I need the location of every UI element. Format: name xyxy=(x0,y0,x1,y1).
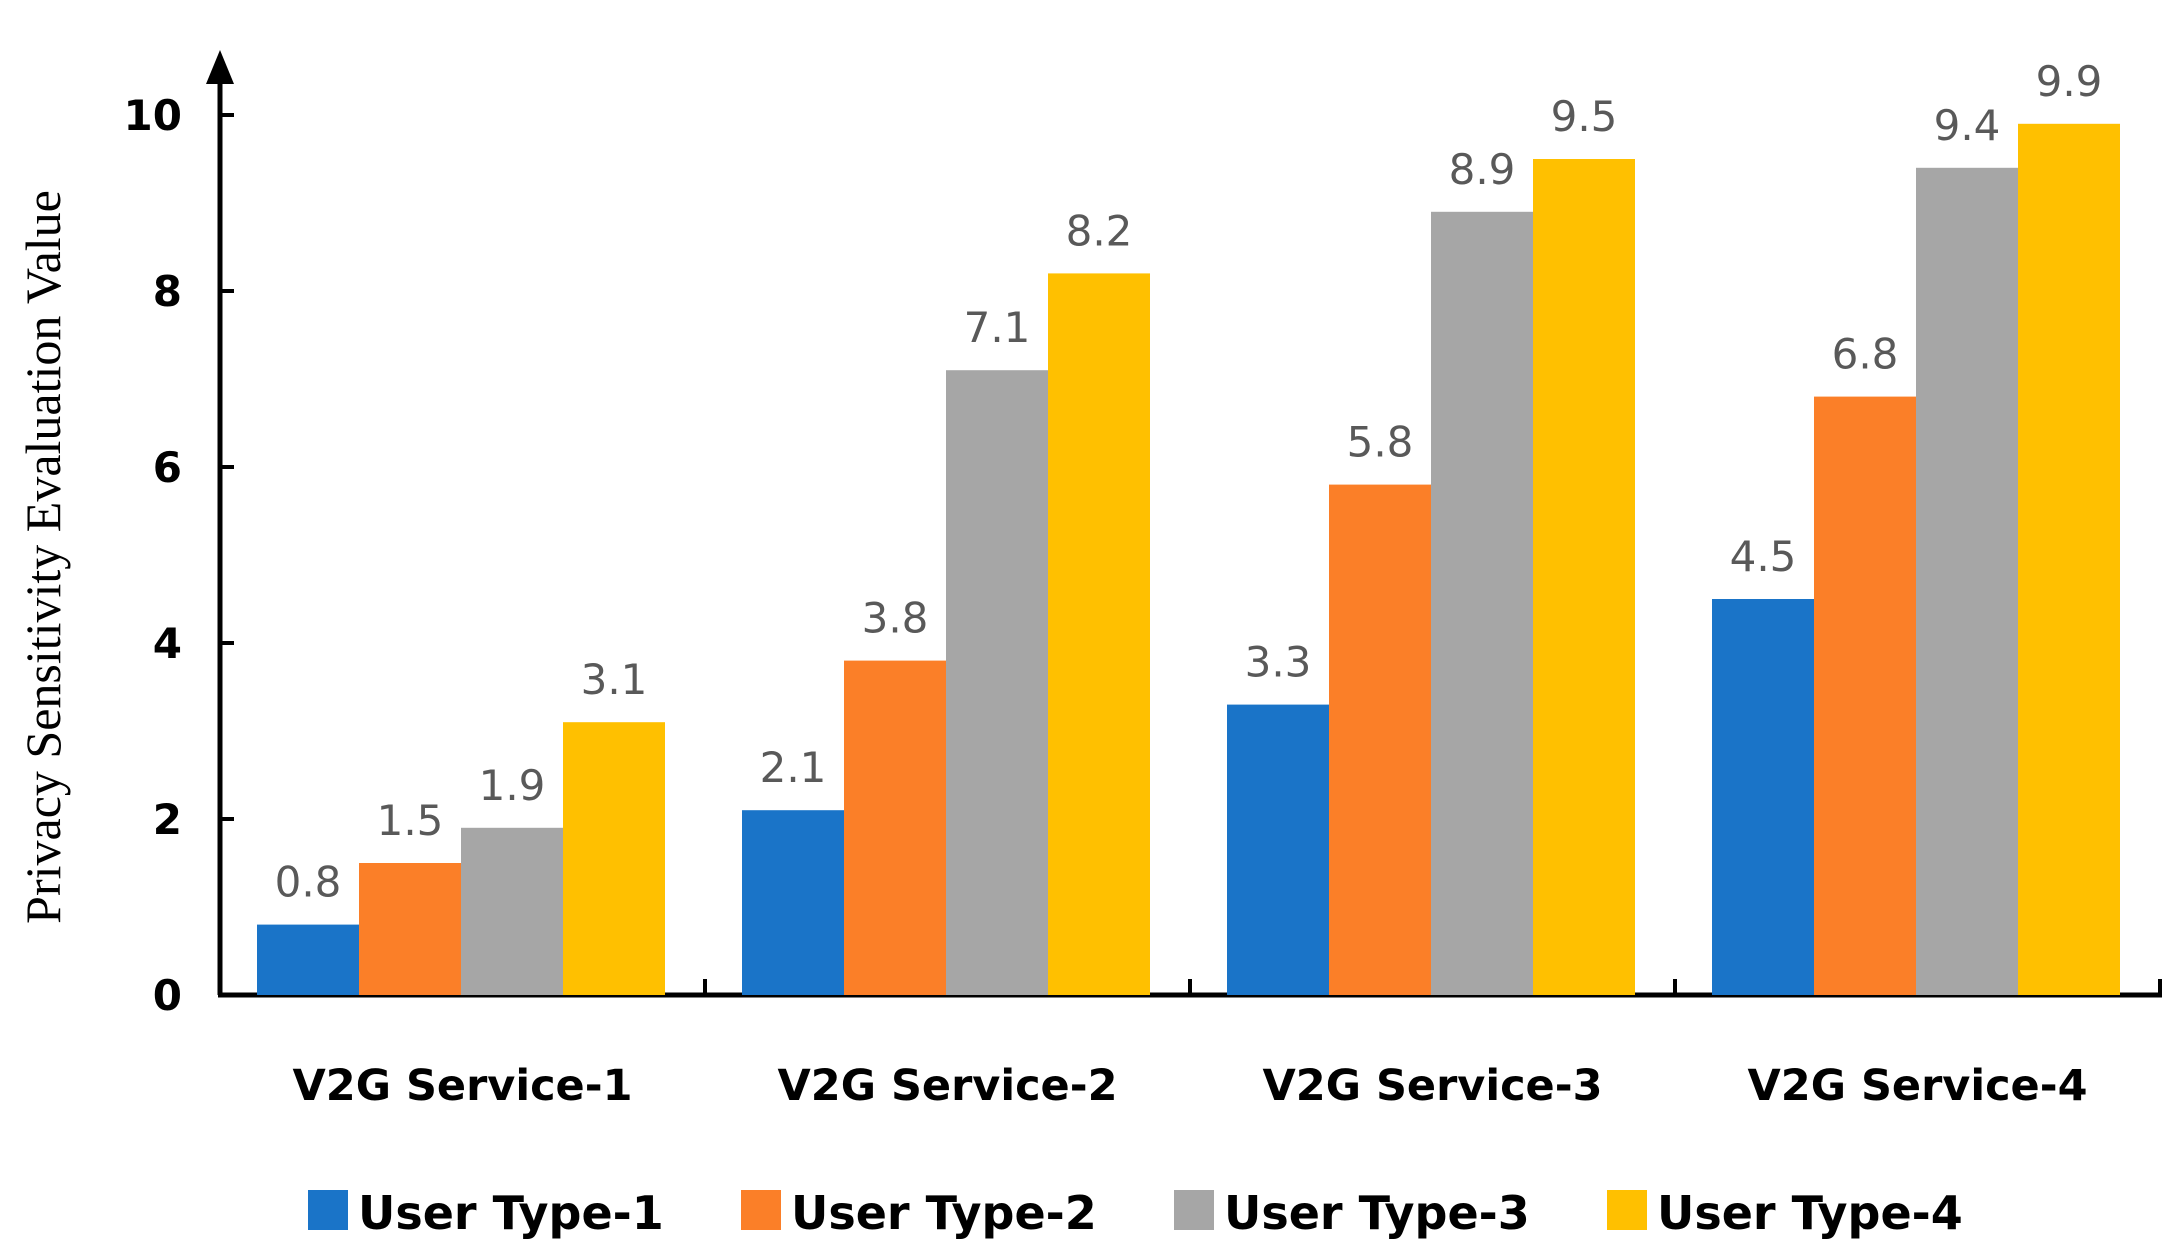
y-tick-label: 10 xyxy=(124,91,182,140)
bar xyxy=(1712,599,1814,995)
bar xyxy=(1533,159,1635,995)
y-tick-label: 6 xyxy=(153,443,182,492)
bar xyxy=(1916,167,2018,996)
data-label: 2.1 xyxy=(760,743,827,792)
data-label: 5.8 xyxy=(1347,418,1414,467)
x-category-label: V2G Service-3 xyxy=(1263,1061,1603,1111)
x-category-label: V2G Service-4 xyxy=(1748,1061,2088,1111)
data-label: 9.9 xyxy=(2036,57,2103,106)
bar xyxy=(359,863,461,995)
legend-swatch xyxy=(741,1190,781,1230)
bar xyxy=(563,722,665,995)
y-axis-arrow xyxy=(206,50,234,84)
bar xyxy=(257,924,359,995)
legend-swatch xyxy=(308,1190,348,1230)
y-tick-label: 8 xyxy=(153,267,182,316)
bar xyxy=(1227,704,1329,995)
x-category-label: V2G Service-2 xyxy=(778,1061,1118,1111)
data-label: 4.5 xyxy=(1730,532,1797,581)
bar xyxy=(1329,484,1431,995)
legend-label: User Type-3 xyxy=(1224,1186,1530,1240)
y-axis-label: Privacy Sensitivity Evaluation Value xyxy=(15,190,71,924)
bar xyxy=(1048,273,1150,995)
data-label: 1.9 xyxy=(479,761,546,810)
legend-swatch xyxy=(1607,1190,1647,1230)
data-label: 7.1 xyxy=(964,303,1031,352)
data-label: 0.8 xyxy=(275,858,342,907)
data-label: 9.4 xyxy=(1934,101,2001,150)
legend: User Type-1 User Type-2 User Type-3 User Ty… xyxy=(308,1186,1963,1240)
data-label: 3.8 xyxy=(862,594,929,643)
bar xyxy=(1814,396,1916,996)
y-tick-label: 0 xyxy=(153,971,182,1020)
bar xyxy=(742,810,844,995)
bar xyxy=(844,660,946,995)
legend-label: User Type-2 xyxy=(791,1186,1097,1240)
bar xyxy=(2018,123,2120,996)
plot-area: 0 2 4 6 8 10 0.8 1.5 1.9 3.1 V2G Service-1 2.1 3.8 7.… xyxy=(124,50,2162,1111)
x-category-label: V2G Service-1 xyxy=(293,1061,633,1111)
legend-label: User Type-4 xyxy=(1657,1186,1963,1240)
data-label: 1.5 xyxy=(377,796,444,845)
bar xyxy=(461,827,563,995)
bar xyxy=(1431,211,1533,996)
data-label: 3.3 xyxy=(1245,638,1312,687)
legend-swatch xyxy=(1174,1190,1214,1230)
data-label: 6.8 xyxy=(1832,330,1899,379)
legend-label: User Type-1 xyxy=(358,1186,664,1240)
y-tick-label: 2 xyxy=(153,795,182,844)
data-label: 3.1 xyxy=(581,655,648,704)
bar xyxy=(946,370,1048,995)
data-label: 8.2 xyxy=(1066,206,1133,255)
y-tick-label: 4 xyxy=(153,619,182,668)
data-label: 9.5 xyxy=(1551,92,1618,141)
data-label: 8.9 xyxy=(1449,145,1516,194)
